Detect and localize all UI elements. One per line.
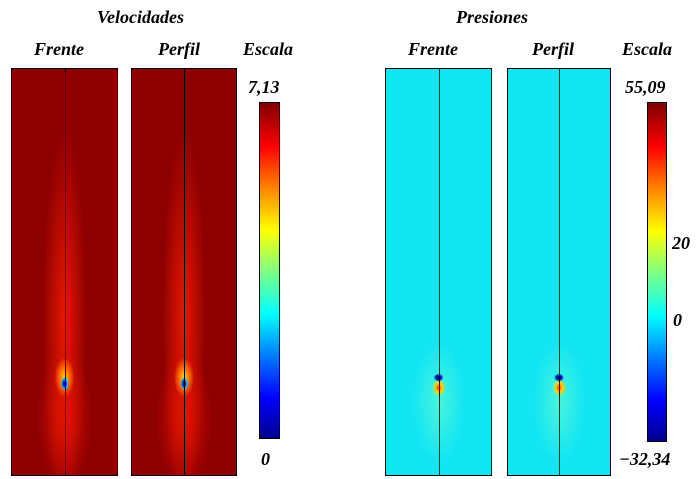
presiones-frente-label: Frente [408,39,459,59]
velocidades-perfil-panel [131,68,237,476]
presiones-perfil-axis [559,69,560,475]
presiones-escala-label: Escala [622,39,673,59]
velocidades-scale-min: 0 [261,449,270,469]
velocidades-perfil-axis [184,69,185,475]
presiones-scale-min: −32,34 [619,449,671,469]
velocidades-frente-axis [64,69,66,475]
velocidades-frente-panel [11,68,118,476]
velocidades-perfil-label: Perfil [158,39,200,59]
presiones-frente-axis [438,69,440,475]
presiones-perfil-panel [507,68,611,476]
presiones-frente-panel [385,68,492,476]
presiones-title: Presiones [456,7,528,27]
velocidades-colorbar [259,102,280,439]
presiones-scale-mid: 0 [673,310,682,330]
velocidades-escala-label: Escala [243,39,294,59]
presiones-colorbar [647,102,667,442]
velocidades-frente-label: Frente [34,39,85,59]
presiones-scale-max: 55,09 [625,77,666,97]
presiones-perfil-label: Perfil [532,39,574,59]
velocidades-title: Velocidades [97,7,184,27]
velocidades-scale-max: 7,13 [248,77,280,97]
presiones-scale-mid-high: 20 [672,233,690,253]
